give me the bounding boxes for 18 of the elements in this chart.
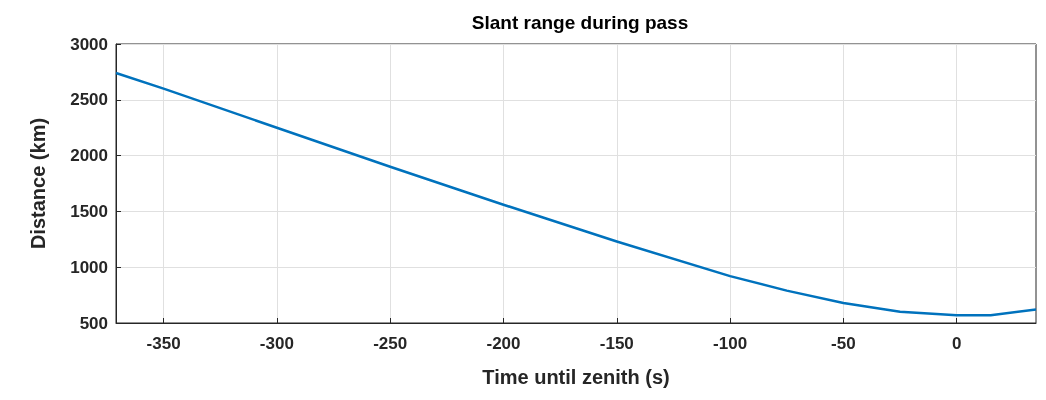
y-tick-label: 2500 xyxy=(70,90,108,110)
x-tick-label: -250 xyxy=(373,334,408,353)
y-tick-label: 1000 xyxy=(70,257,108,277)
y-tick-label: 500 xyxy=(79,313,108,333)
x-tick-label: -200 xyxy=(486,334,521,353)
x-tick-label: -50 xyxy=(831,334,856,353)
x-tick-label: -150 xyxy=(599,334,634,353)
x-tick-label: -350 xyxy=(146,334,181,353)
y-tick-label: 2000 xyxy=(70,146,108,166)
y-axis-title: Distance (km) xyxy=(27,117,49,250)
y-tick-label: 1500 xyxy=(70,201,108,221)
line-series xyxy=(114,71,1038,317)
y-tick-label: 3000 xyxy=(70,34,108,54)
x-tick-label: -300 xyxy=(259,334,294,353)
x-tick-label: 0 xyxy=(951,334,962,353)
chart-title: Slant range during pass xyxy=(471,12,689,33)
x-axis-title: Time until zenith (s) xyxy=(482,366,670,388)
x-tick-label: -100 xyxy=(713,334,748,353)
